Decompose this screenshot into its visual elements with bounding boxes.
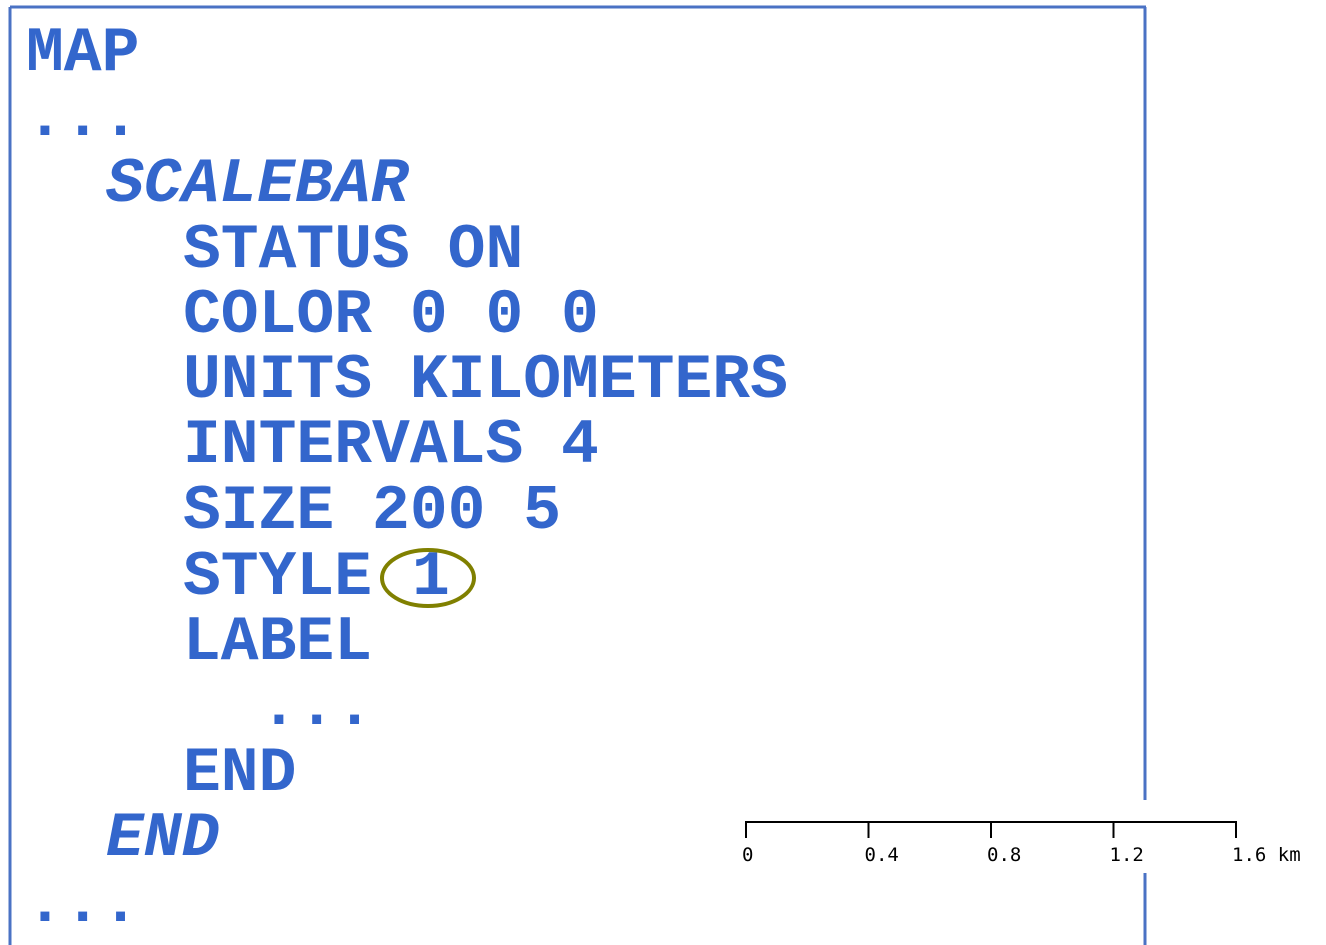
scalebar-label: 0 xyxy=(742,844,753,866)
param: INTERVALS 4 xyxy=(183,410,599,481)
param: COLOR 0 0 0 xyxy=(183,280,599,351)
ellipsis: ... xyxy=(260,672,373,743)
code-frame xyxy=(8,5,1147,945)
keyword: SCALEBAR xyxy=(106,149,410,220)
keyword: MAP xyxy=(26,18,139,89)
code-block: MAP ... SCALEBAR STATUS ON COLOR 0 0 0 U… xyxy=(26,18,788,940)
ellipsis: ... xyxy=(26,83,139,154)
scalebar-label: 0.8 xyxy=(987,844,1021,866)
param: STYLE xyxy=(183,542,372,613)
scalebar-label: 0.4 xyxy=(865,844,899,866)
highlight-circle xyxy=(380,548,476,608)
param-value: 1 xyxy=(412,542,450,613)
keyword: LABEL xyxy=(183,607,372,678)
param: STATUS ON xyxy=(183,215,523,286)
keyword: END xyxy=(106,803,219,874)
keyword: END xyxy=(183,738,296,809)
scalebar: 0 0.4 0.8 1.2 1.6 km xyxy=(742,821,1301,866)
scalebar-label: 1.6 km xyxy=(1232,844,1301,866)
ellipsis: ... xyxy=(26,869,139,940)
param: SIZE 200 5 xyxy=(183,476,561,547)
scalebar-label: 1.2 xyxy=(1110,844,1144,866)
param: UNITS KILOMETERS xyxy=(183,345,788,416)
